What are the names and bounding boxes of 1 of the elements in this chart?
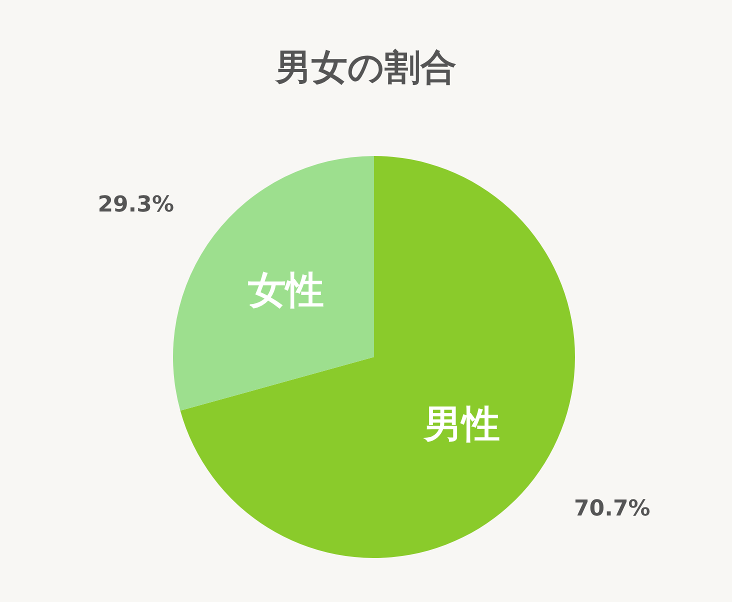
title: 男女の割合 [276,48,456,88]
